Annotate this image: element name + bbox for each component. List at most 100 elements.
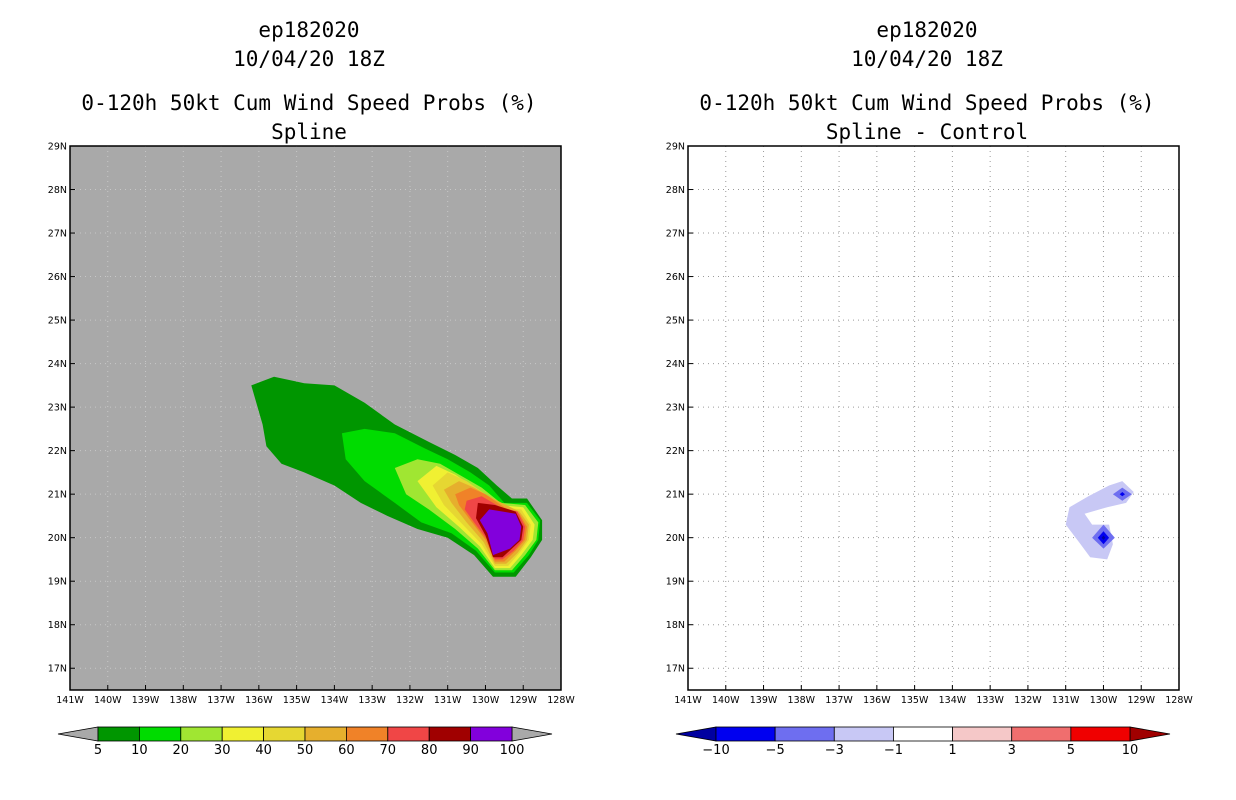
right-y-tick-label: 23N	[666, 403, 685, 414]
right-map-chart: 141W 140W 139W 138W 137W 136W 135W 134W 133W 132W…	[666, 142, 1194, 759]
right-y-tick-label: 29N	[666, 142, 685, 153]
right-colorbar-box	[952, 726, 1013, 742]
right-x-tick-label: 128W	[1165, 695, 1193, 706]
right-colorbar-label: 1	[948, 743, 956, 758]
left-colorbar-label: 5	[94, 743, 102, 758]
left-x-tick-label: 138W	[170, 695, 198, 706]
right-x-tick-label: 135W	[901, 695, 929, 706]
left-x-tick-label: 128W	[547, 695, 575, 706]
left-x-tick-label: 135W	[283, 695, 311, 706]
right-y-tick-label: 19N	[666, 577, 685, 588]
right-x-tick-label: 131W	[1052, 695, 1080, 706]
right-map-frame	[687, 145, 1180, 691]
left-y-tick-label: 22N	[48, 446, 67, 457]
left-y-tick-label: 23N	[48, 403, 67, 414]
left-colorbar-label: 80	[421, 743, 438, 758]
left-colorbar-box	[304, 726, 347, 742]
right-colorbar-label: −3	[825, 743, 844, 758]
left-x-tick-label: 136W	[245, 695, 273, 706]
right-colorbar-label: −1	[884, 743, 903, 758]
left-title-product: 0-120h 50kt Cum Wind Speed Probs (%)	[81, 91, 537, 115]
right-y-tick-label: 26N	[666, 272, 685, 283]
right-y-tick-label: 25N	[666, 316, 685, 327]
left-title-method: Spline	[271, 120, 347, 144]
left-colorbar-label: 10	[131, 743, 148, 758]
left-title-storm-id: ep182020	[258, 18, 360, 42]
left-colorbar-label: 60	[338, 743, 355, 758]
right-x-tick-label: 137W	[825, 695, 853, 706]
left-y-tick-label: 24N	[48, 359, 67, 370]
right-x-tick-label: 138W	[788, 695, 816, 706]
right-colorbar-box	[1070, 726, 1131, 742]
left-map-chart: 141W 140W 139W 138W 137W 136W 135W 134W 133W 132W…	[48, 142, 576, 759]
left-y-tick-label: 26N	[48, 272, 67, 283]
right-title-method: Spline - Control	[825, 120, 1029, 144]
left-y-tick-label: 21N	[48, 490, 67, 501]
right-y-tick-label: 24N	[666, 359, 685, 370]
left-colorbar-box	[138, 726, 182, 742]
right-colorbar-label: 5	[1067, 743, 1075, 758]
right-x-tick-label: 141W	[674, 695, 702, 706]
left-y-tick-label: 17N	[48, 664, 67, 675]
right-contour-neg5-5	[1119, 492, 1125, 497]
right-x-tick-label: 139W	[750, 695, 778, 706]
left-colorbar-box	[428, 726, 472, 742]
left-colorbar-arrow-high	[511, 726, 553, 742]
left-x-tick-label: 131W	[434, 695, 462, 706]
left-y-tick-label: 29N	[48, 142, 67, 153]
right-colorbar-label: 10	[1122, 743, 1139, 758]
right-colorbar-arrow-low	[675, 726, 717, 742]
right-title-storm-id: ep182020	[876, 18, 978, 42]
right-y-tick-label: 20N	[666, 533, 685, 544]
left-contour-90-9	[479, 509, 522, 556]
left-map-frame	[69, 145, 562, 691]
right-x-tick-label: 140W	[712, 695, 740, 706]
right-y-tick-label: 28N	[666, 185, 685, 196]
left-x-tick-label: 134W	[321, 695, 349, 706]
right-contour-neg1-0	[1065, 481, 1134, 560]
left-title-datetime: 10/04/20 18Z	[233, 47, 385, 71]
left-x-tick-label: 139W	[132, 695, 160, 706]
left-colorbar-box	[387, 726, 430, 742]
left-y-tick-label: 27N	[48, 229, 67, 240]
right-colorbar-arrow-high	[1129, 726, 1171, 742]
left-y-tick-label: 20N	[48, 533, 67, 544]
right-map-background	[688, 146, 1179, 690]
left-colorbar-label: 50	[297, 743, 314, 758]
left-colorbar-label: 40	[255, 743, 272, 758]
left-y-tick-label: 28N	[48, 185, 67, 196]
right-colorbar-label: 3	[1008, 743, 1016, 758]
right-panel: ep182020 10/04/20 18Z 0-120h 50kt Cum Wi…	[618, 0, 1236, 800]
right-colorbar-box	[715, 726, 776, 742]
right-colorbar-box	[833, 726, 894, 742]
right-x-tick-label: 129W	[1127, 695, 1155, 706]
right-colorbar-box	[1011, 726, 1072, 742]
right-y-tick-label: 21N	[666, 490, 685, 501]
right-x-tick-label: 136W	[863, 695, 891, 706]
left-y-tick-label: 25N	[48, 316, 67, 327]
left-x-tick-label: 132W	[396, 695, 424, 706]
left-colorbar-label: 20	[173, 743, 190, 758]
right-colorbar-box	[774, 726, 835, 742]
left-colorbar-box	[221, 726, 264, 742]
right-y-tick-label: 17N	[666, 664, 685, 675]
left-colorbar-label: 70	[380, 743, 397, 758]
left-x-tick-label: 141W	[56, 695, 84, 706]
right-x-tick-label: 134W	[939, 695, 967, 706]
right-title-product: 0-120h 50kt Cum Wind Speed Probs (%)	[699, 91, 1155, 115]
right-x-tick-label: 132W	[1014, 695, 1042, 706]
left-colorbar-box	[263, 726, 306, 742]
left-colorbar-label: 90	[462, 743, 479, 758]
left-colorbar-label: 30	[214, 743, 231, 758]
left-y-tick-label: 18N	[48, 620, 67, 631]
right-colorbar-label: −5	[766, 743, 785, 758]
left-x-tick-label: 137W	[207, 695, 235, 706]
left-x-tick-label: 129W	[509, 695, 537, 706]
left-colorbar-box	[345, 726, 389, 742]
right-colorbar-label: −10	[702, 743, 729, 758]
right-x-tick-label: 130W	[1090, 695, 1118, 706]
right-contour-neg10-4	[1101, 535, 1106, 540]
left-y-tick-label: 19N	[48, 577, 67, 588]
left-colorbar-box	[470, 726, 513, 742]
left-x-tick-label: 130W	[472, 695, 500, 706]
